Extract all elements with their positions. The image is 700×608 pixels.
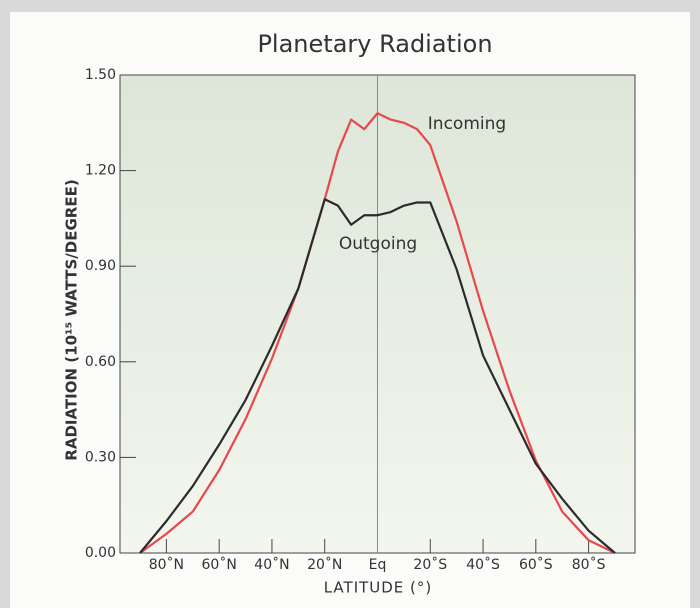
y-tick-label: 0.30 xyxy=(85,449,116,465)
x-tick-label: 60˚S xyxy=(519,556,553,573)
chart-title: Planetary Radiation xyxy=(257,30,492,58)
x-tick-label: 60˚N xyxy=(202,556,237,573)
y-tick-label: 0.90 xyxy=(85,258,116,274)
y-tick-label: 1.50 xyxy=(85,67,116,83)
series-label: Outgoing xyxy=(339,234,417,254)
x-tick-label: 40˚N xyxy=(254,556,289,573)
series-line xyxy=(139,112,616,554)
y-tick-label: 0.60 xyxy=(85,354,116,370)
y-tick-label: 0.00 xyxy=(85,545,116,561)
x-tick-label: 20˚N xyxy=(307,556,342,573)
x-tick-label: 20˚S xyxy=(413,556,447,573)
x-tick-label: 80˚N xyxy=(149,556,184,573)
series-label: Incoming xyxy=(428,114,506,134)
series-line xyxy=(139,198,616,554)
x-tick-label: Eq xyxy=(369,557,387,573)
x-tick-label: 80˚S xyxy=(572,556,606,573)
x-tick-label: 40˚S xyxy=(466,556,500,573)
x-axis-label: LATITUDE (°) xyxy=(324,579,433,597)
y-axis-label: RADIATION (10¹⁵ WATTS/DEGREE) xyxy=(63,179,81,460)
y-tick-label: 1.20 xyxy=(85,163,116,179)
